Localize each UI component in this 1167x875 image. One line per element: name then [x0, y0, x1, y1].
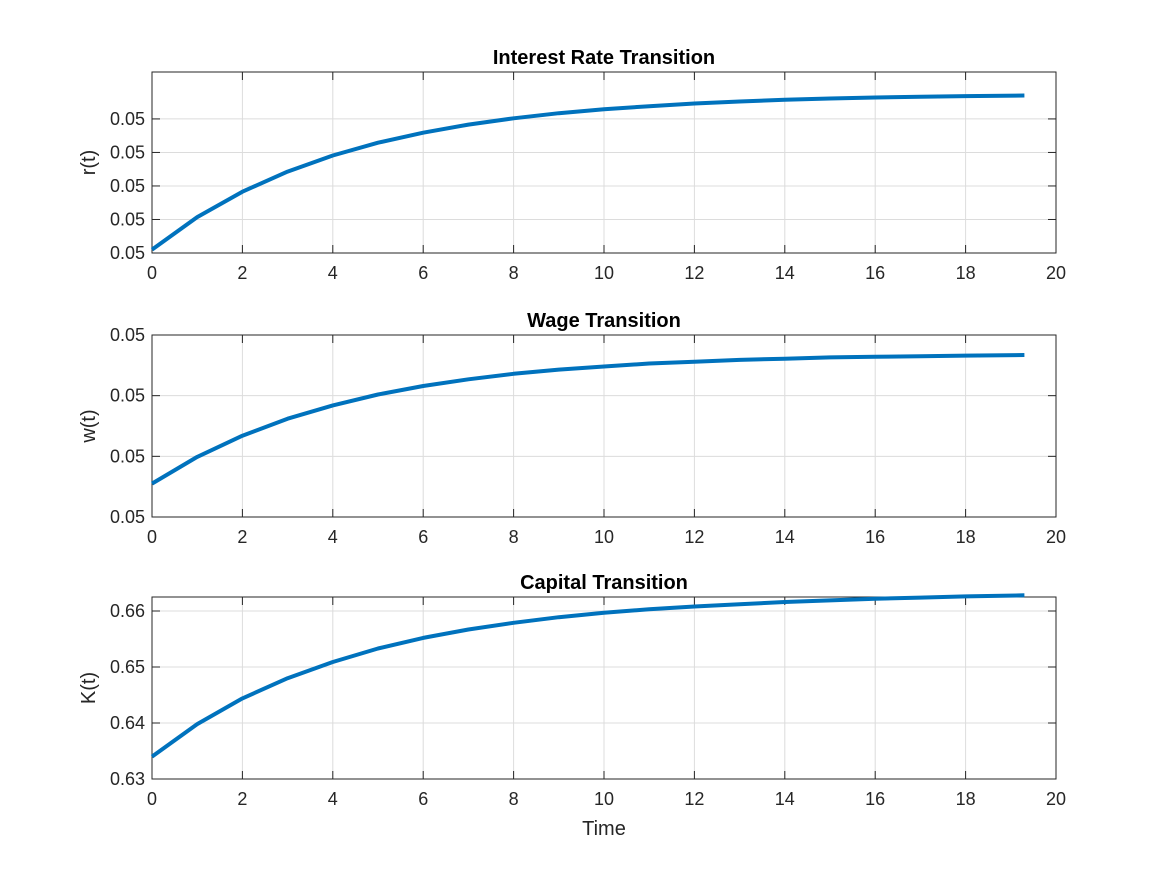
x-tick-label: 18 [956, 263, 976, 283]
x-tick-label: 4 [328, 527, 338, 547]
y-tick-label: 0.05 [110, 209, 145, 229]
x-tick-label: 4 [328, 263, 338, 283]
y-tick-label: 0.63 [110, 769, 145, 789]
y-tick-label: 0.05 [110, 243, 145, 263]
x-tick-label: 4 [328, 789, 338, 809]
y-axis-label: w(t) [78, 409, 100, 443]
x-tick-label: 0 [147, 789, 157, 809]
x-tick-label: 6 [418, 527, 428, 547]
subplot-3: 0 2 4 6 8 10 12 14 16 18 20 0.63 0.64 0.65 0.66 Capital… [78, 572, 1066, 840]
x-tick-label: 10 [594, 789, 614, 809]
x-tick-label: 10 [594, 527, 614, 547]
y-axis-label: r(t) [78, 150, 100, 176]
x-tick-label: 12 [684, 527, 704, 547]
x-axis-label: Time [582, 818, 626, 840]
x-tick-label: 6 [418, 789, 428, 809]
series-line [150, 93, 1025, 252]
x-tick-label: 16 [865, 789, 885, 809]
x-tick-label: 8 [509, 789, 519, 809]
x-tick-label: 8 [509, 527, 519, 547]
y-tick-label: 0.05 [110, 325, 145, 345]
subplot-1: 0 2 4 6 8 10 12 14 16 18 20 0.05 0.05 0.05 0.05 0.05 Int… [78, 47, 1066, 283]
x-tick-label: 2 [237, 789, 247, 809]
x-tick-label: 20 [1046, 789, 1066, 809]
chart-title: Interest Rate Transition [493, 47, 715, 69]
y-tick-label: 0.05 [110, 176, 145, 196]
y-tick-label: 0.05 [110, 142, 145, 162]
y-tick-label: 0.66 [110, 601, 145, 621]
x-tick-label: 8 [509, 263, 519, 283]
x-tick-label: 0 [147, 527, 157, 547]
y-tick-label: 0.05 [110, 109, 145, 129]
x-tick-label: 18 [956, 789, 976, 809]
x-tick-label: 16 [865, 263, 885, 283]
x-tick-label: 2 [237, 263, 247, 283]
y-tick-label: 0.64 [110, 713, 145, 733]
x-tick-label: 20 [1046, 263, 1066, 283]
y-tick-label: 0.05 [110, 386, 145, 406]
x-tick-label: 10 [594, 263, 614, 283]
y-axis-label: K(t) [78, 672, 100, 704]
x-tick-label: 14 [775, 527, 795, 547]
x-tick-label: 12 [684, 789, 704, 809]
x-tick-label: 12 [684, 263, 704, 283]
x-tick-label: 18 [956, 527, 976, 547]
y-tick-label: 0.65 [110, 657, 145, 677]
subplot-2: 0 2 4 6 8 10 12 14 16 18 20 0.05 0.05 0.05 0.05 Wage Tr… [78, 310, 1066, 547]
x-tick-label: 14 [775, 263, 795, 283]
chart-title: Capital Transition [520, 572, 688, 594]
series-line [150, 353, 1025, 486]
chart-title: Wage Transition [527, 310, 681, 332]
x-tick-label: 20 [1046, 527, 1066, 547]
y-tick-label: 0.05 [110, 446, 145, 466]
y-tick-label: 0.05 [110, 507, 145, 527]
x-tick-label: 6 [418, 263, 428, 283]
x-tick-label: 16 [865, 527, 885, 547]
series-line [150, 593, 1025, 759]
x-tick-label: 0 [147, 263, 157, 283]
x-tick-label: 14 [775, 789, 795, 809]
x-tick-label: 2 [237, 527, 247, 547]
